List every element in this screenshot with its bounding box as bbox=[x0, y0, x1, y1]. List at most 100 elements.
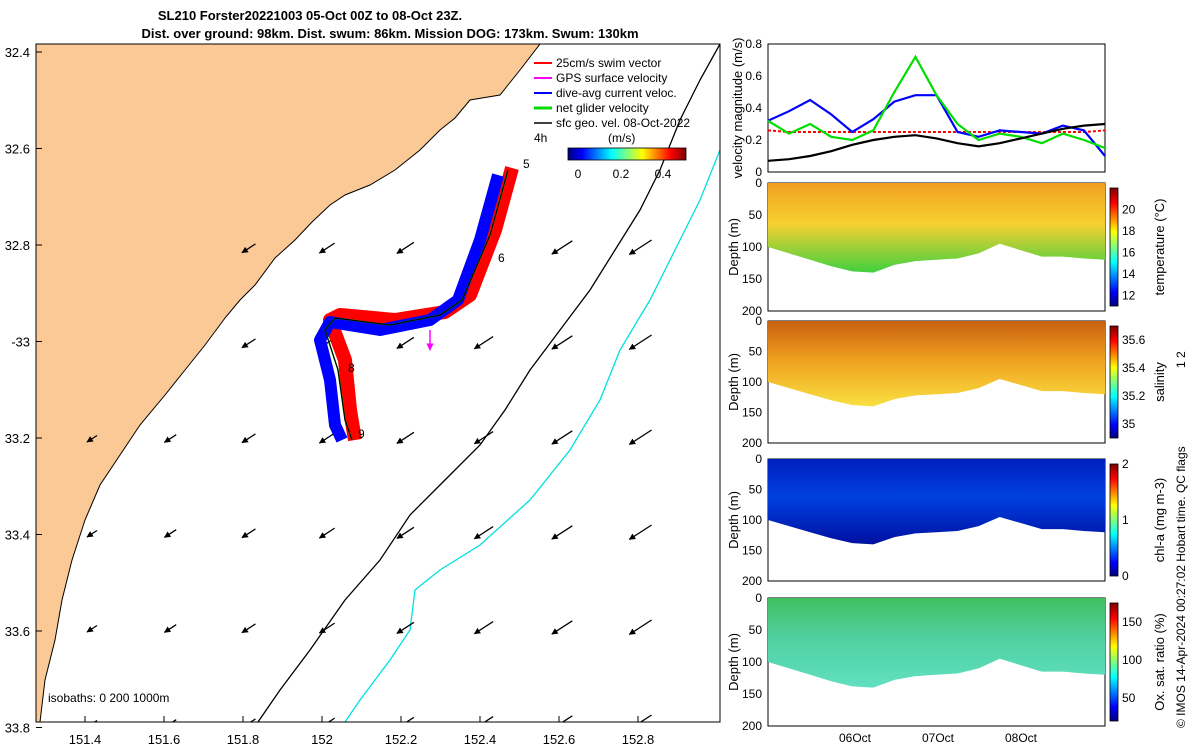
geo-velocity-arrow bbox=[551, 620, 573, 635]
heatmap-4: 0 50 100 150 200 Depth (m) 50 100 150 Ox. sat. ra… bbox=[726, 591, 1167, 745]
geo-velocity-arrow bbox=[318, 527, 336, 539]
cbar-tick-0: 0 bbox=[1122, 569, 1129, 583]
panel-colorbar bbox=[1109, 463, 1119, 577]
lon-axis: 151.4 151.6 151.8 152 152.2 152.4 152.6 152.8 bbox=[69, 716, 655, 747]
geo-velocity-arrow bbox=[551, 525, 573, 540]
depth-tick-0: 0 bbox=[755, 176, 762, 190]
geo-velocity-arrow bbox=[318, 432, 336, 444]
cbar-tick-14: 14 bbox=[1122, 267, 1136, 281]
geo-velocity-arrow bbox=[396, 621, 415, 634]
geo-velocity-arrow bbox=[241, 623, 256, 634]
date-tick-07Oct: 07Oct bbox=[922, 731, 955, 745]
depth-ylabel: Depth (m) bbox=[726, 353, 741, 411]
track-label-5: 5 bbox=[523, 157, 530, 171]
velocity-ytick-0.4: 0.4 bbox=[745, 101, 762, 115]
legend-item-gps-velocity: GPS surface velocity bbox=[534, 71, 667, 85]
geo-velocity-arrow bbox=[473, 526, 494, 540]
figure-subtitle: Dist. over ground: 98km. Dist. swum: 86k… bbox=[141, 26, 639, 41]
cbar-label: temperature (°C) bbox=[1152, 199, 1167, 296]
svg-text:GPS surface velocity: GPS surface velocity bbox=[556, 71, 667, 85]
track-label-8: 8 bbox=[348, 361, 355, 375]
geo-velocity-arrow bbox=[561, 715, 573, 722]
track-label-6: 6 bbox=[498, 251, 505, 265]
depth-tick-0: 0 bbox=[755, 314, 762, 328]
svg-text:dive-avg current veloc.: dive-avg current veloc. bbox=[556, 86, 677, 100]
geo-velocity-arrow bbox=[86, 434, 98, 443]
cbar-tick-150: 150 bbox=[1122, 615, 1142, 629]
panel-colorbar bbox=[1109, 602, 1119, 722]
lon-tick-152.6: 152.6 bbox=[543, 732, 576, 747]
map-panel: 5 6 8 9 25cm/s swim vector GPS surface v… bbox=[5, 43, 721, 747]
geo-velocity-arrow bbox=[86, 529, 98, 538]
heatmap-data-4 bbox=[768, 598, 1105, 688]
geo-velocity-arrow bbox=[628, 429, 652, 445]
heatmap-1: 0 50 100 150 200 Depth (m) 12 14 16 18 20 temperatu… bbox=[726, 176, 1167, 318]
geo-velocity-arrow bbox=[396, 241, 415, 254]
velocity-colorbar bbox=[567, 147, 687, 161]
cbar-tick-35.6: 35.6 bbox=[1122, 333, 1146, 347]
geo-velocity-arrow bbox=[318, 622, 336, 634]
legend-item-net-velocity: net glider velocity bbox=[534, 101, 649, 115]
legend-item-sfc-geo-velocity: sfc geo. vel. 08-Oct-2022 bbox=[534, 116, 690, 130]
depth-tick-50: 50 bbox=[749, 208, 763, 222]
geo-velocity-arrow bbox=[241, 433, 256, 444]
legend-item-dive-avg: dive-avg current veloc. bbox=[534, 86, 677, 100]
series-sfc-geo-velocity bbox=[767, 122, 1106, 162]
depth-tick-200: 200 bbox=[742, 574, 762, 588]
map-legend: 25cm/s swim vector GPS surface velocity … bbox=[534, 56, 690, 181]
time-tag: 4h bbox=[534, 131, 547, 145]
lat-axis: 32.4 32.6 32.8 -33 33.2 33.4 33.6 33.8 bbox=[5, 45, 42, 736]
map-frame bbox=[35, 43, 721, 723]
geo-velocity-arrow bbox=[241, 528, 256, 539]
depth-tick-200: 200 bbox=[742, 719, 762, 733]
geo-velocity-arrow bbox=[483, 716, 494, 722]
depth-tick-200: 200 bbox=[742, 304, 762, 318]
cbar-tick-18: 18 bbox=[1122, 224, 1136, 238]
legend-item-swim-vector: 25cm/s swim vector bbox=[534, 56, 661, 70]
velocity-ytick-0: 0 bbox=[755, 165, 762, 179]
lon-tick-152.8: 152.8 bbox=[622, 732, 655, 747]
isobaths-label: isobaths: 0 200 1000m bbox=[48, 691, 169, 705]
cbar-tick-16: 16 bbox=[1122, 245, 1136, 259]
depth-tick-50: 50 bbox=[749, 623, 763, 637]
depth-tick-100: 100 bbox=[742, 240, 762, 254]
heatmap-3: 0 50 100 150 200 Depth (m) 0 1 2 chl-a (mg m-3) bbox=[726, 452, 1167, 588]
geo-velocity-arrow bbox=[473, 336, 494, 350]
depth-tick-50: 50 bbox=[749, 483, 763, 497]
lat-tick--33: -33 bbox=[11, 335, 30, 350]
figure-title: SL210 Forster20221003 05-Oct 00Z to 08-O… bbox=[157, 8, 463, 23]
date-tick-06Oct: 06Oct bbox=[839, 731, 872, 745]
lat-tick-32.4: 32.4 bbox=[5, 45, 30, 60]
geo-velocity-arrow bbox=[628, 524, 652, 540]
velocity-ytick-0.2: 0.2 bbox=[745, 133, 762, 147]
lon-tick-151.8: 151.8 bbox=[227, 732, 260, 747]
geo-velocity-arrow bbox=[396, 336, 415, 349]
depth-tick-0: 0 bbox=[755, 591, 762, 605]
isobath-200m bbox=[257, 44, 720, 722]
cbar-tick-2: 2 bbox=[1122, 457, 1129, 471]
velocity-ylabel: velocity magnitude (m/s) bbox=[730, 38, 745, 179]
geo-velocity-arrow bbox=[396, 431, 415, 444]
geo-velocity-arrow bbox=[163, 719, 177, 722]
svg-text:sfc geo. vel. 08-Oct-2022: sfc geo. vel. 08-Oct-2022 bbox=[556, 116, 690, 130]
geo-velocity-arrow bbox=[318, 242, 336, 254]
depth-ylabel: Depth (m) bbox=[726, 218, 741, 276]
heatmap-data-3 bbox=[768, 459, 1105, 545]
geo-velocity-arrow bbox=[639, 714, 652, 722]
lon-tick-152.2: 152.2 bbox=[385, 732, 418, 747]
geo-velocity-arrow bbox=[86, 624, 98, 633]
depth-tick-100: 100 bbox=[742, 375, 762, 389]
cbar-tick-35.2: 35.2 bbox=[1122, 389, 1146, 403]
isobath-1000m bbox=[344, 149, 720, 722]
cbar-tick-12: 12 bbox=[1122, 288, 1136, 302]
geo-velocity-arrow bbox=[396, 526, 415, 539]
lat-tick-33.4: 33.4 bbox=[5, 528, 30, 543]
depth-tick-150: 150 bbox=[742, 544, 762, 558]
geo-velocity-arrow bbox=[241, 718, 256, 722]
cbar-tick-50: 50 bbox=[1122, 691, 1136, 705]
lon-tick-151.6: 151.6 bbox=[148, 732, 181, 747]
colorbar-unit: (m/s) bbox=[608, 131, 635, 145]
lon-tick-152: 152 bbox=[311, 732, 333, 747]
lat-tick-33.6: 33.6 bbox=[5, 624, 30, 639]
